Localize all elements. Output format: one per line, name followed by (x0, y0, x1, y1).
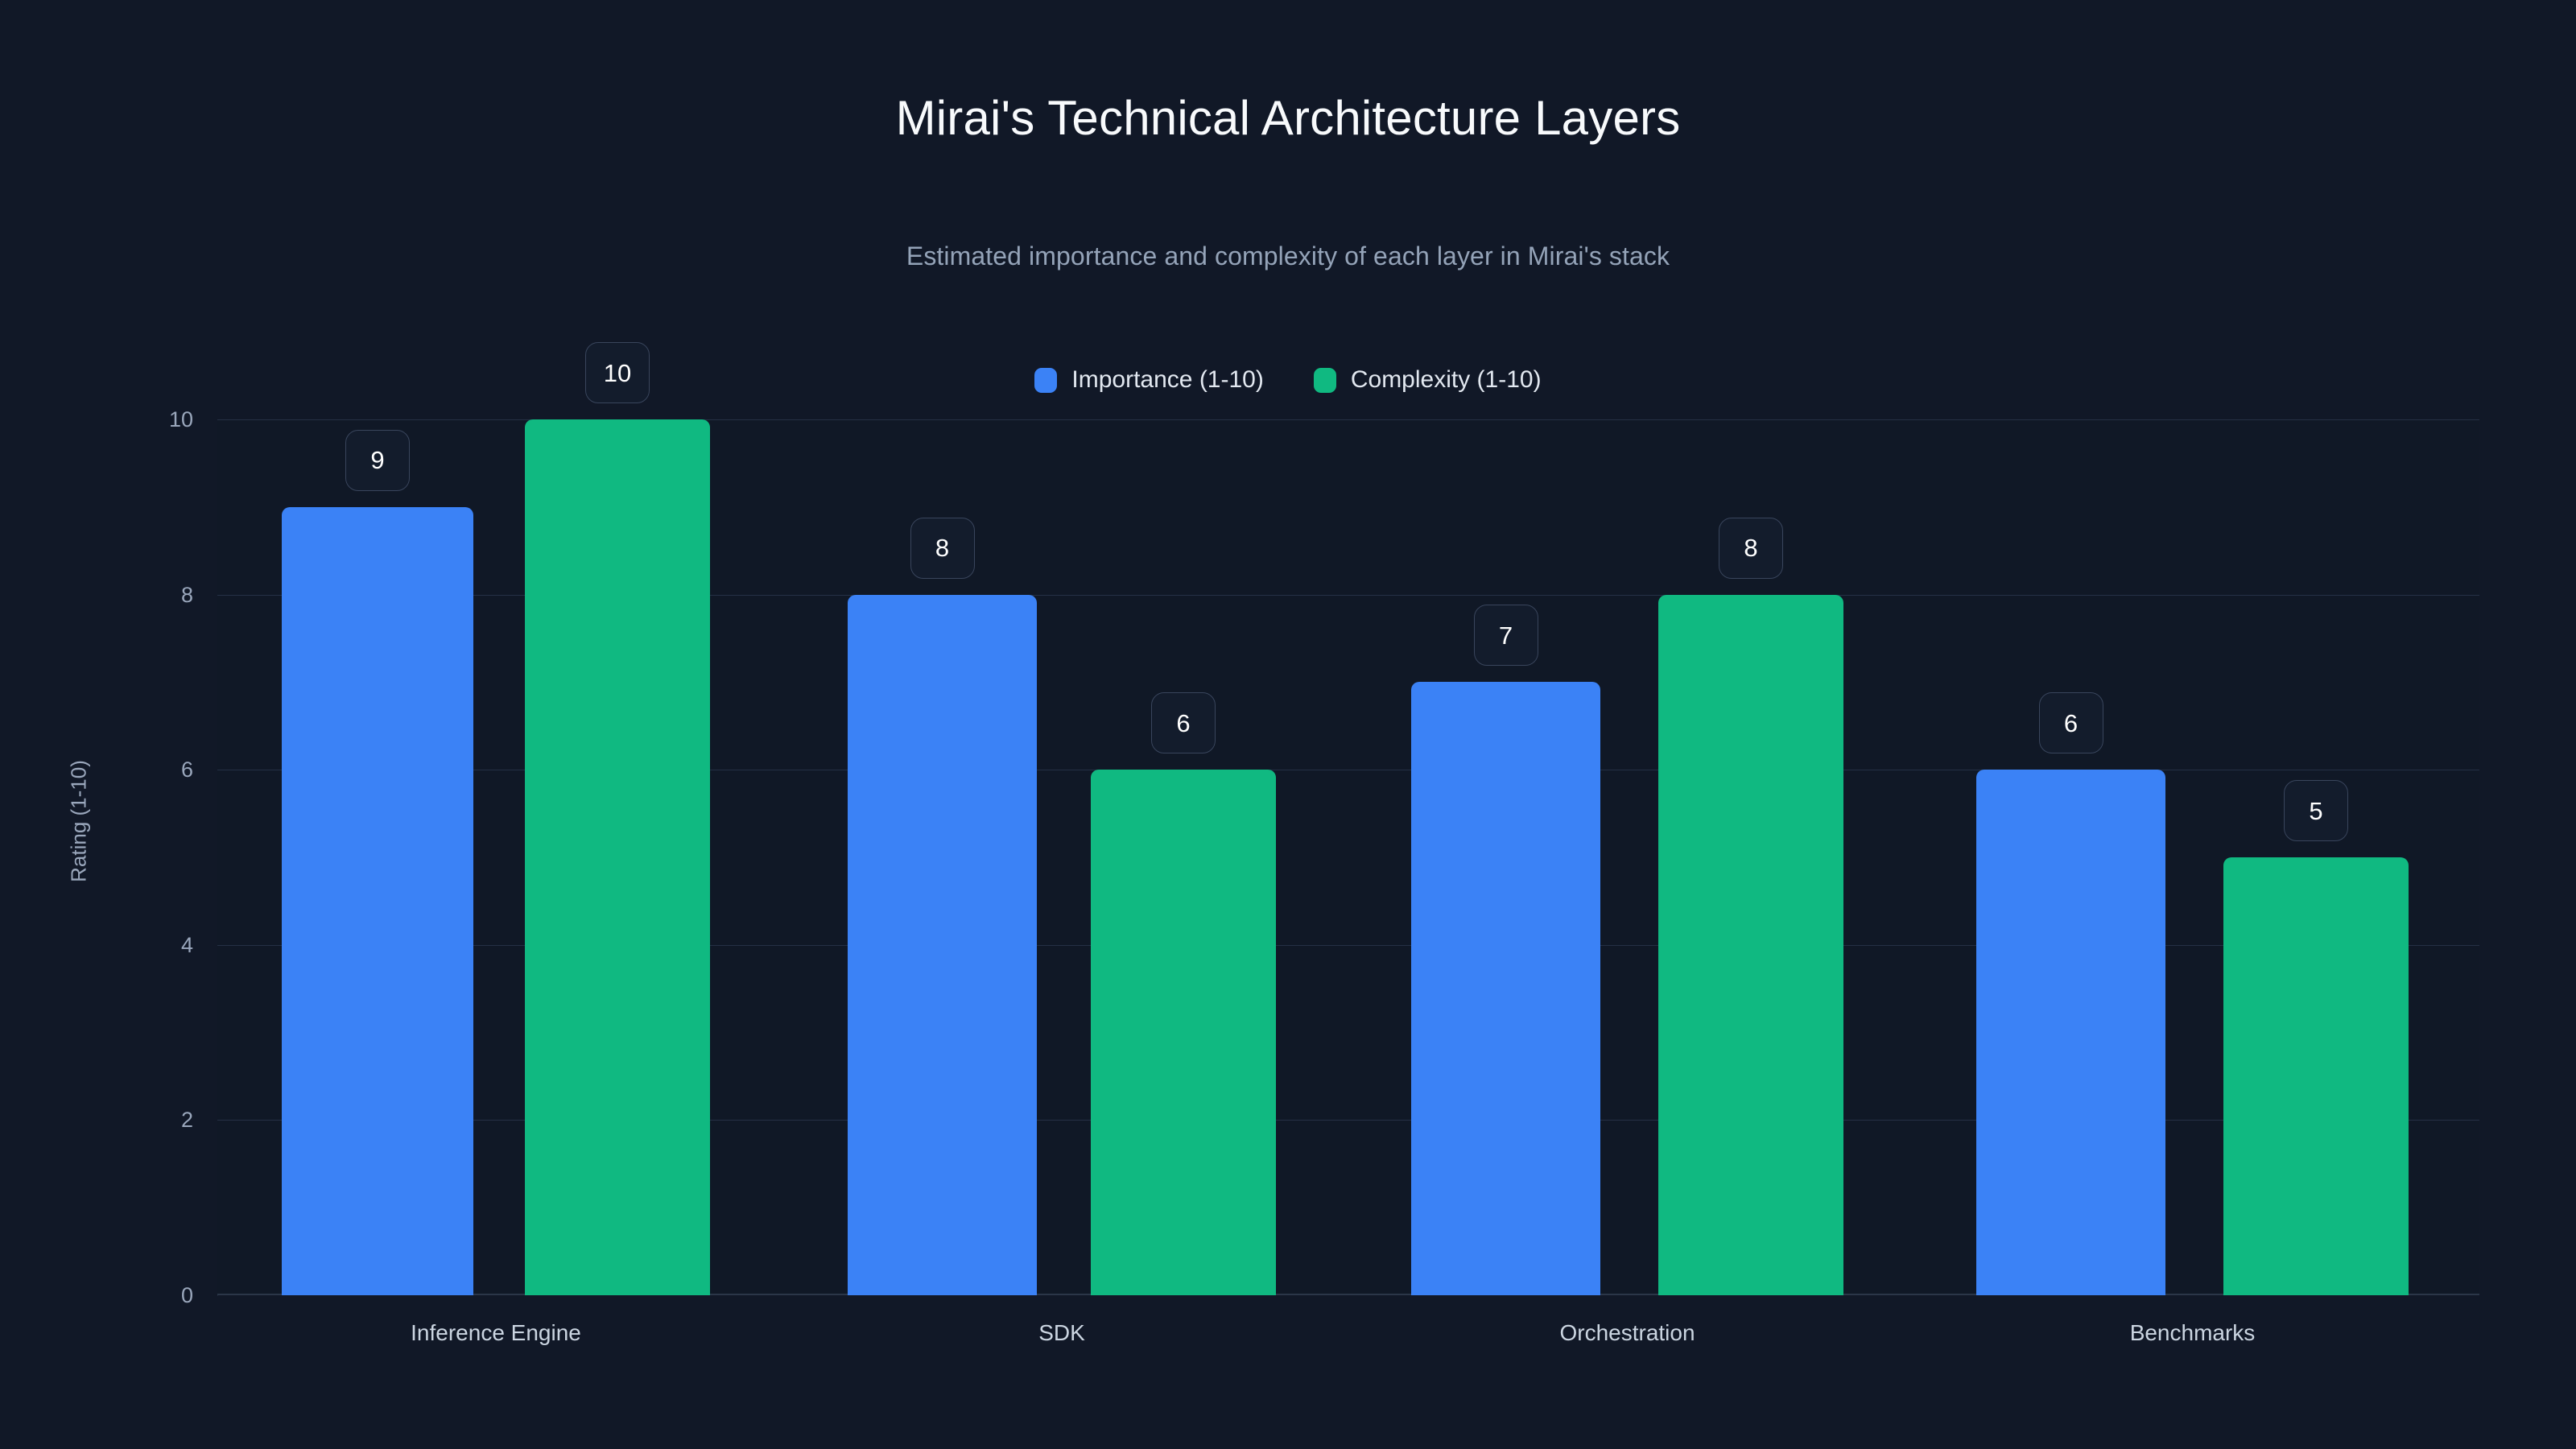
y-axis-tick-label: 4 (180, 932, 193, 957)
bar-value-label: 9 (345, 429, 410, 491)
y-axis-tick-label: 10 (168, 407, 193, 431)
x-axis-category-label: Benchmarks (2129, 1320, 2256, 1345)
bar[interactable] (1976, 770, 2165, 1295)
legend-item-complexity[interactable]: Complexity (1-10) (1313, 366, 1542, 394)
y-axis-title: Rating (1-10) (66, 760, 91, 882)
bar-value-label: 6 (1151, 692, 1216, 754)
bar-value-label: 10 (585, 342, 650, 403)
y-axis-tick-label: 0 (180, 1283, 193, 1307)
bar[interactable] (1091, 770, 1276, 1295)
x-axis-line (217, 1294, 2479, 1295)
chart-legend: Importance (1-10) Complexity (1-10) (0, 366, 2576, 394)
bar-value-label: 5 (2284, 780, 2348, 841)
y-axis-tick-label: 6 (180, 758, 193, 782)
bar[interactable] (1658, 594, 1843, 1295)
legend-swatch-icon-importance (1034, 367, 1058, 393)
bar[interactable] (2223, 857, 2409, 1295)
bar[interactable] (1411, 682, 1600, 1295)
bar[interactable] (282, 506, 473, 1295)
legend-item-importance[interactable]: Importance (1-10) (1034, 366, 1264, 394)
legend-swatch-icon-complexity (1313, 367, 1336, 393)
legend-label-importance: Importance (1-10) (1071, 366, 1264, 393)
bar[interactable] (848, 594, 1037, 1295)
bar-value-label: 7 (1473, 605, 1538, 667)
y-axis-tick-label: 2 (180, 1108, 193, 1133)
x-axis-category-label: Inference Engine (411, 1320, 581, 1345)
legend-label-complexity: Complexity (1-10) (1350, 366, 1542, 393)
gridline (217, 1120, 2479, 1121)
chart-title: Mirai's Technical Architecture Layers (895, 91, 1681, 145)
y-axis-tick-label: 8 (180, 582, 193, 607)
bar-value-label: 6 (2038, 692, 2103, 754)
bar-value-label: 8 (910, 517, 975, 579)
x-axis-category-label: Orchestration (1559, 1320, 1695, 1345)
bar-value-label: 8 (1719, 517, 1783, 579)
chart-subtitle: Estimated importance and complexity of e… (906, 242, 1670, 270)
gridline (217, 594, 2479, 596)
bar[interactable] (525, 419, 710, 1295)
gridline (217, 944, 2479, 946)
plot-area (217, 419, 2479, 1295)
gridline (217, 419, 2479, 420)
x-axis-category-label: SDK (1038, 1320, 1085, 1345)
